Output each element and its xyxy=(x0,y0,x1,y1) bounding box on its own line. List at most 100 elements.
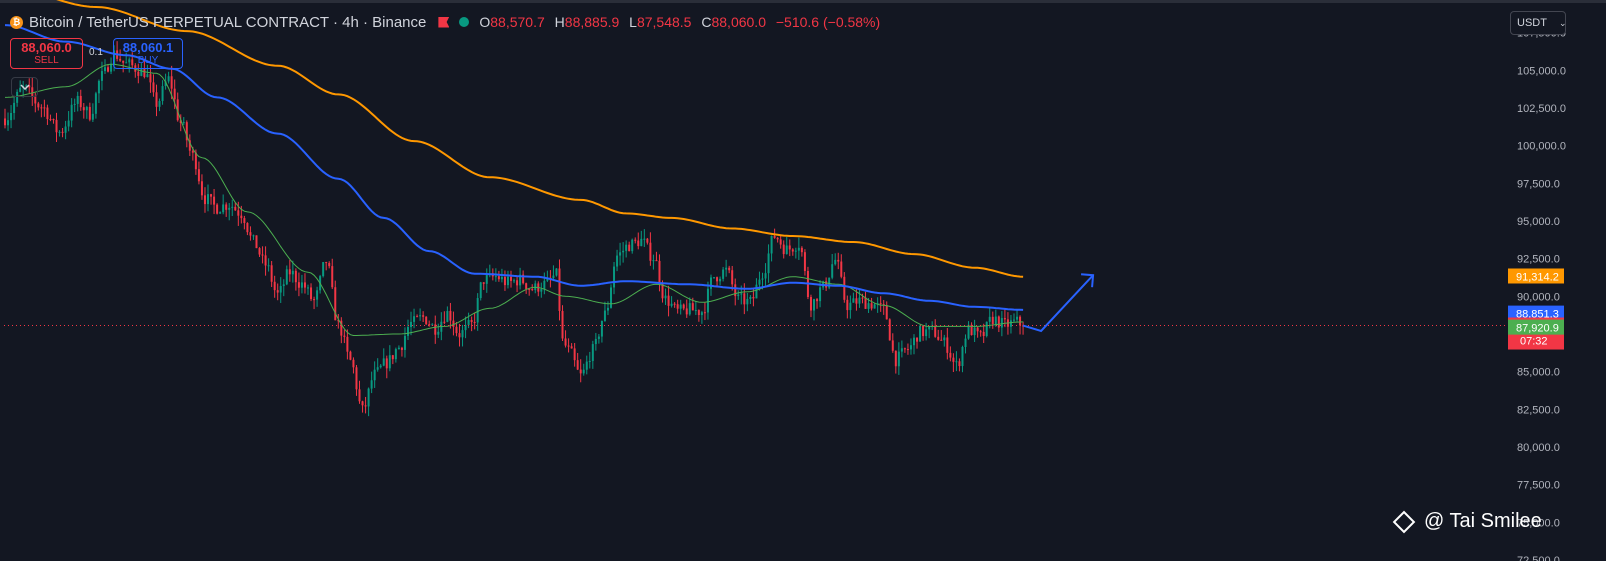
candle-body xyxy=(225,204,228,210)
candle-body xyxy=(340,320,343,336)
candle-body xyxy=(691,303,694,311)
candle-body xyxy=(534,283,537,291)
candle-body xyxy=(428,324,431,326)
collapse-legend-button[interactable] xyxy=(11,77,38,97)
candle-body xyxy=(991,316,994,325)
candle-body xyxy=(716,277,719,282)
sell-button[interactable]: 88,060.0 SELL xyxy=(10,38,83,69)
candle-body xyxy=(19,87,22,92)
candle-body xyxy=(207,194,210,205)
candle-body xyxy=(176,99,179,121)
candle-body xyxy=(500,276,503,280)
currency-value: USDT xyxy=(1517,17,1547,29)
candle-body xyxy=(397,347,400,350)
candle-body xyxy=(649,242,652,261)
candle-body xyxy=(485,275,488,284)
candle-body xyxy=(1019,316,1022,326)
candle-body xyxy=(222,204,225,213)
projection-arrowhead xyxy=(1080,273,1095,288)
candle-body xyxy=(658,260,661,284)
candle-body xyxy=(197,169,200,182)
candle-body xyxy=(322,262,325,277)
candle-body xyxy=(391,355,394,360)
candle-body xyxy=(231,206,234,208)
symbol-title[interactable]: Bitcoin / TetherUS PERPETUAL CONTRACT · … xyxy=(29,13,427,31)
candle-body xyxy=(958,361,961,367)
candle-body xyxy=(888,319,891,341)
candle-body xyxy=(900,348,903,352)
candle-body xyxy=(170,76,173,89)
candle-body xyxy=(43,107,46,109)
buy-button[interactable]: 88,060.1 BUY xyxy=(113,38,183,69)
candle-body xyxy=(610,287,612,308)
ohlc-values: O88,570.7 H88,885.9 L87,548.5 C88,060.0 … xyxy=(479,14,886,30)
candles xyxy=(4,41,1025,417)
candle-body xyxy=(585,361,588,370)
candle-body xyxy=(149,74,152,83)
ohlc-close: 88,060.0 xyxy=(711,14,766,30)
candle-body xyxy=(16,91,19,103)
candle-body xyxy=(670,303,673,306)
price-label-text: 87,920.9 xyxy=(1516,323,1559,335)
candle-body xyxy=(182,122,185,124)
candle-body xyxy=(667,295,670,306)
candle-body xyxy=(688,303,691,315)
y-tick-label: 75,000.0 xyxy=(1517,517,1560,529)
candle-body xyxy=(234,206,237,211)
candle-body xyxy=(540,289,543,292)
candle-body xyxy=(107,67,110,72)
candle-body xyxy=(643,238,646,240)
candle-body xyxy=(734,284,737,297)
candle-body xyxy=(191,150,194,153)
candle-body xyxy=(558,268,561,311)
candle-body xyxy=(722,269,725,279)
candle-body xyxy=(431,324,434,326)
candle-body xyxy=(988,316,991,322)
candle-body xyxy=(479,282,482,299)
candle-body xyxy=(40,107,43,109)
candle-body xyxy=(719,278,722,282)
candle-body xyxy=(37,103,40,108)
candle-body xyxy=(331,266,334,288)
candle-body xyxy=(200,181,203,196)
sell-label: SELL xyxy=(34,55,59,66)
bitcoin-icon: ₿ xyxy=(10,15,23,29)
candle-body xyxy=(725,267,728,270)
candle-body xyxy=(673,303,676,305)
candle-body xyxy=(4,118,6,126)
candle-body xyxy=(940,339,943,341)
ohlc-open-key: O xyxy=(479,14,491,30)
candle-body xyxy=(406,327,409,336)
candle-body xyxy=(122,60,125,63)
order-quantity[interactable]: 0.1 xyxy=(89,47,103,58)
candle-body xyxy=(476,298,479,323)
candle-body xyxy=(419,315,422,317)
flag-icon[interactable] xyxy=(438,16,450,28)
candle-body xyxy=(258,248,261,255)
candle-body xyxy=(137,71,140,76)
candle-body xyxy=(307,287,309,289)
candle-body xyxy=(616,255,619,267)
candle-body xyxy=(358,389,361,402)
candle-body xyxy=(879,303,882,305)
ohlc-change: −510.6 (−0.58%) xyxy=(775,14,881,30)
candle-body xyxy=(1000,318,1003,328)
candle-body xyxy=(803,252,806,271)
candle-body xyxy=(513,280,516,282)
candle-body xyxy=(219,212,222,214)
candle-body xyxy=(973,327,976,336)
currency-select[interactable]: USDT ⌄ xyxy=(1510,11,1567,35)
candle-body xyxy=(928,326,931,330)
y-tick-label: 92,500.0 xyxy=(1517,254,1560,266)
candle-body xyxy=(352,359,355,368)
candle-body xyxy=(773,236,776,238)
candle-body xyxy=(961,347,964,367)
watermark-text: @ Tai Smilee xyxy=(1424,510,1542,532)
candle-body xyxy=(752,296,755,299)
candle-body xyxy=(676,304,679,309)
candle-body xyxy=(867,303,870,309)
candle-body xyxy=(543,280,546,290)
candle-body xyxy=(246,223,249,233)
candle-body xyxy=(316,290,319,300)
